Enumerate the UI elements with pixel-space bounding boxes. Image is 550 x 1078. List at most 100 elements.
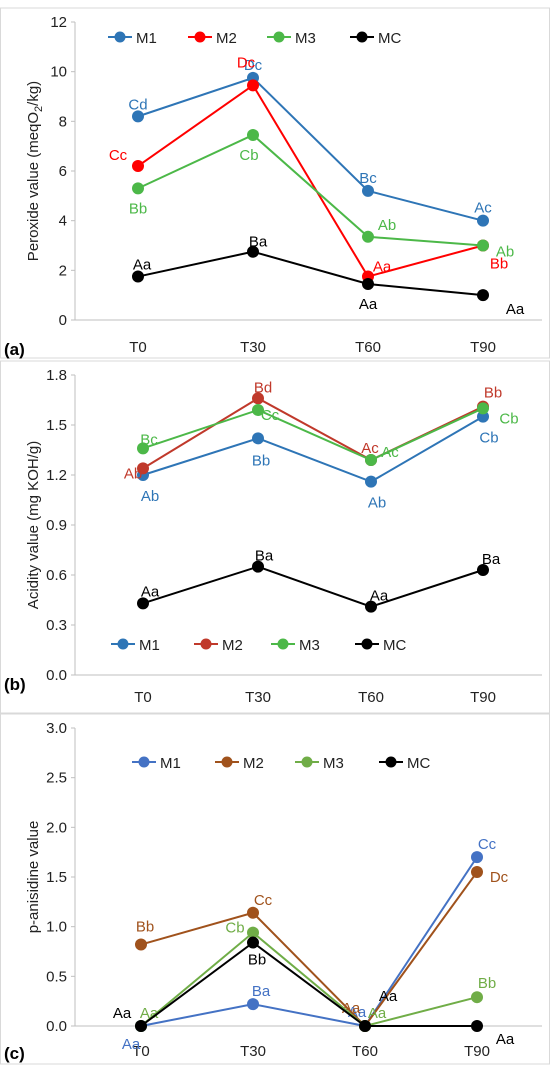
y-tick-label: 4 [59, 213, 67, 230]
y-tick-label: 8 [59, 113, 67, 130]
y-tick-label: 1.5 [46, 869, 67, 886]
panel-label: (a) [4, 340, 25, 359]
legend-marker [117, 638, 129, 650]
data-label: Aa [141, 583, 160, 600]
series-line-m1 [137, 76, 484, 222]
legend-marker [194, 31, 206, 43]
y-tick-label: 10 [50, 64, 67, 81]
legend-label: M2 [243, 755, 264, 772]
data-point-mc [477, 564, 489, 576]
data-point-mc [247, 245, 259, 258]
x-tick-label: T60 [358, 689, 384, 706]
y-axis-title: p-anisidine value [25, 821, 42, 934]
data-label: Bb [484, 385, 502, 402]
data-point-m1 [252, 432, 264, 445]
data-label: Ab [124, 465, 142, 482]
legend-marker [385, 756, 397, 768]
y-tick-label: 0.0 [46, 667, 67, 684]
chart-panel-3: 0.0 0.5 1.0 1.5 2.0 2.5 3.0 T0 T30 T60 T90 p-anisid… [0, 713, 550, 1065]
data-point-mc [359, 1020, 371, 1032]
data-label: Bb [248, 952, 266, 969]
x-tick-label: T0 [132, 1043, 150, 1060]
y-tick-label: 1.8 [46, 367, 67, 384]
data-point-m2 [247, 79, 259, 92]
data-label: Aa [359, 296, 378, 313]
legend-label: MC [378, 30, 401, 47]
data-point-m1 [365, 475, 377, 488]
data-point-mc [252, 560, 264, 573]
data-label: Bb [129, 200, 147, 217]
data-point-m2 [137, 462, 149, 475]
data-label: Bb [478, 975, 496, 992]
legend-marker [277, 638, 289, 650]
series-line-m3 [137, 133, 484, 247]
y-tick-label: 2 [59, 262, 67, 279]
legend-marker [273, 31, 285, 43]
data-point-m3 [132, 182, 144, 195]
data-point-m1 [471, 851, 483, 864]
y-tick-label: 1.2 [46, 467, 67, 484]
y-tick-label: 0.9 [46, 517, 67, 534]
legend-label: M3 [323, 755, 344, 772]
x-tick-label: T90 [470, 339, 496, 356]
x-tick-label: T60 [352, 1043, 378, 1060]
data-label: Ab [378, 217, 396, 234]
y-tick-label: 2.0 [46, 819, 67, 836]
data-point-m3 [137, 442, 149, 455]
data-label: Aa [506, 301, 525, 318]
data-point-m1 [362, 184, 374, 197]
x-tick-label: T0 [134, 689, 152, 706]
legend-label: M3 [295, 30, 316, 47]
legend-label: M1 [160, 755, 181, 772]
data-point-mc [247, 936, 259, 949]
data-point-m3 [247, 128, 259, 141]
panel-label: (b) [4, 675, 26, 694]
chart-panel-2: 0.0 0.3 0.6 0.9 1.2 1.5 1.8 T0 T30 T60 T90 Acidity … [0, 360, 550, 714]
data-point-m3 [365, 454, 377, 466]
data-label: Ba [255, 548, 274, 565]
y-axis-title: Peroxide value (meqO2/kg) [25, 81, 45, 261]
data-point-m1 [477, 410, 489, 423]
y-tick-label: 1.5 [46, 417, 67, 434]
data-point-m3 [252, 404, 264, 416]
x-tick-label: T30 [245, 689, 271, 706]
data-label: Aa [140, 1005, 159, 1022]
data-point-mc [137, 597, 149, 610]
legend-marker [138, 756, 150, 768]
y-axis-title: Acidity value (mg KOH/g) [25, 441, 42, 609]
data-label: Dc [244, 57, 263, 74]
y-tick-label: 0.6 [46, 567, 67, 584]
data-point-m3 [477, 239, 489, 252]
data-point-m1 [477, 214, 489, 227]
data-label: Cb [239, 147, 258, 164]
x-tick-label: T0 [129, 339, 147, 356]
legend-marker [114, 31, 126, 43]
legend-label: M2 [216, 30, 237, 47]
data-label: Ab [141, 488, 159, 505]
y-tick-label: 0 [59, 312, 67, 329]
data-label: Dc [490, 869, 509, 886]
legend-label: M3 [299, 637, 320, 654]
legend-label: M1 [139, 637, 160, 654]
data-label: Cc [254, 892, 273, 909]
series-line-m3 [140, 931, 478, 1028]
series-line-m3 [142, 407, 484, 462]
data-label: Aa [368, 1005, 387, 1022]
panel-label: (c) [4, 1044, 25, 1063]
data-label: Cc [261, 407, 280, 424]
data-label: Aa [133, 257, 152, 274]
data-label: Cc [478, 836, 497, 853]
x-tick-label: T60 [355, 339, 381, 356]
data-point-mc [471, 1020, 483, 1032]
data-label: Aa [113, 1005, 132, 1022]
data-label: Bc [359, 170, 377, 187]
data-point-mc [132, 270, 144, 283]
data-label: Ac [361, 440, 379, 457]
data-point-m3 [247, 926, 259, 939]
data-point-m3 [471, 991, 483, 1004]
legend-marker [221, 756, 233, 768]
y-tick-label: 6 [59, 163, 67, 180]
data-point-m2 [132, 160, 144, 173]
data-label: Ba [482, 551, 501, 568]
